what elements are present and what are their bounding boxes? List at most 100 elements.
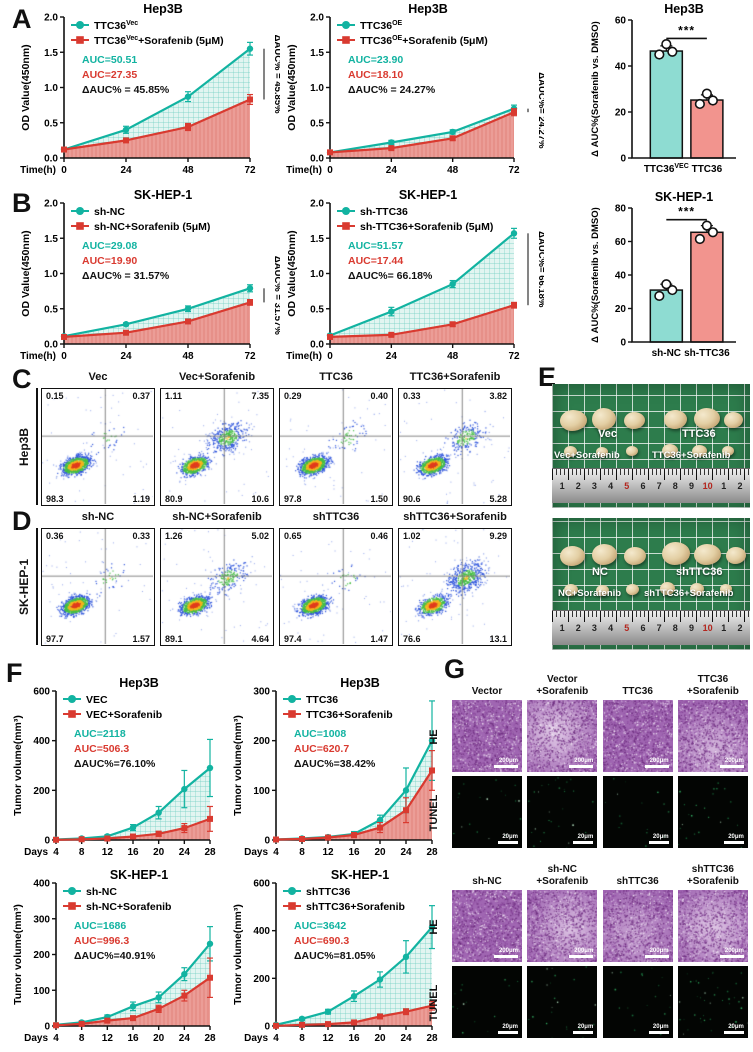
tunel-image: 20μm xyxy=(602,776,673,848)
quadrant-lr-value: 1.47 xyxy=(370,634,388,644)
quadrant-ll-value: 90.6 xyxy=(403,494,421,504)
tumor-specimen xyxy=(660,582,675,595)
svg-text:Time(h): Time(h) xyxy=(20,351,56,362)
tunel-image: 20μm xyxy=(452,966,522,1038)
scale-bar-line xyxy=(644,955,669,958)
histology-column-label: TTC36 +Sorafenib xyxy=(686,674,739,697)
svg-text:0.0: 0.0 xyxy=(44,154,58,165)
tumor-specimen xyxy=(624,412,645,429)
svg-text:28: 28 xyxy=(204,1033,216,1044)
quadrant-ur-value: 7.35 xyxy=(251,391,269,401)
quadrant-ul-value: 0.36 xyxy=(46,531,64,541)
svg-text:100: 100 xyxy=(253,786,270,797)
scale-bar-label: 20μm xyxy=(577,834,594,840)
quadrant-ll-value: 97.8 xyxy=(284,494,302,504)
svg-text:sh-NC: sh-NC xyxy=(94,206,125,218)
histology-column-label: sh-NC +Sorafenib xyxy=(536,864,589,887)
scale-bar: 200μm xyxy=(494,758,518,768)
quadrant-ur-value: 9.29 xyxy=(489,531,507,541)
ruler-number: 1 xyxy=(559,623,565,633)
scale-bar-line xyxy=(498,841,518,844)
tumor-label-nc: NC xyxy=(592,566,608,578)
svg-text:TTC36: TTC36 xyxy=(306,694,338,706)
ruler-number: 2 xyxy=(737,481,743,491)
svg-text:24: 24 xyxy=(179,847,191,858)
scale-bar-line xyxy=(573,841,594,844)
flow-row-axis-c xyxy=(36,388,38,505)
flow-scatter-canvas xyxy=(280,529,391,644)
svg-text:0: 0 xyxy=(44,836,50,847)
ruler-number: 10 xyxy=(702,623,713,633)
svg-text:TTC36OE​: TTC36OE​ xyxy=(360,20,403,32)
he-image: 200μm xyxy=(677,890,748,962)
svg-text:1.5: 1.5 xyxy=(44,234,58,245)
svg-text:AUC=1008: AUC=1008 xyxy=(294,728,346,740)
scale-bar-label: 200μm xyxy=(498,758,518,764)
flow-scatter-canvas xyxy=(280,389,391,504)
panel-f-letter: F xyxy=(6,658,23,688)
panel-d-letter: D xyxy=(12,506,32,536)
svg-text:Days: Days xyxy=(24,847,48,858)
ruler-number: 1 xyxy=(721,481,727,491)
scale-bar-label: 200μm xyxy=(574,758,594,764)
flow-scatter-canvas xyxy=(161,529,272,644)
histology-row-label-he-2: HE xyxy=(428,919,440,935)
tumor-specimen xyxy=(564,446,577,457)
tumor-specimen xyxy=(626,584,639,595)
svg-text:VEC+Sorafenib: VEC+Sorafenib xyxy=(86,709,162,721)
tumor-specimen xyxy=(694,408,720,429)
histology-column-label: shTTC36 xyxy=(616,876,659,887)
tumor-specimen xyxy=(662,444,678,457)
svg-text:ΔAUC% = 45.85%: ΔAUC% = 45.85% xyxy=(82,84,170,96)
tumor-specimen xyxy=(592,408,616,430)
quadrant-lr-value: 1.50 xyxy=(370,494,388,504)
svg-text:4: 4 xyxy=(53,847,59,858)
quadrant-ll-value: 98.3 xyxy=(46,494,64,504)
svg-text:0.0: 0.0 xyxy=(310,340,324,351)
quadrant-lr-value: 10.6 xyxy=(251,494,269,504)
svg-text:SK-HEP-1: SK-HEP-1 xyxy=(655,190,713,204)
svg-text:8: 8 xyxy=(79,847,85,858)
svg-text:24: 24 xyxy=(120,351,132,362)
quadrant-lr-value: 5.28 xyxy=(489,494,507,504)
svg-text:600: 600 xyxy=(33,687,50,698)
svg-text:Hep3B: Hep3B xyxy=(119,676,159,690)
svg-text:0.5: 0.5 xyxy=(44,304,58,315)
tumor-label-ttc36: TTC36 xyxy=(682,428,716,440)
svg-text:AUC=506.3: AUC=506.3 xyxy=(74,743,129,755)
svg-text:600: 600 xyxy=(253,879,270,890)
he-canvas xyxy=(677,700,748,772)
tumor-photo-skhep1: NC shTTC36 NC+Sorafenib shTTC36+Sorafeni… xyxy=(552,518,750,650)
chart-skhep1-shttc36-od: 0.0 0.5 1.0 1.5 2.0 0 24 48 72 Time(h) OD Value(45… xyxy=(284,188,544,370)
svg-text:80: 80 xyxy=(615,204,627,215)
svg-text:16: 16 xyxy=(348,1033,360,1044)
tumor-label-vec: Vec xyxy=(598,428,617,440)
svg-text:12: 12 xyxy=(322,847,334,858)
svg-text:sh-TTC36+Sorafenib (5μM): sh-TTC36+Sorafenib (5μM) xyxy=(360,221,493,233)
ruler-number: 2 xyxy=(575,481,581,491)
he-image: 200μm xyxy=(602,700,673,772)
svg-text:1.0: 1.0 xyxy=(44,269,58,280)
scale-bar-line xyxy=(569,765,594,768)
tunel-image: 20μm xyxy=(677,776,748,848)
quadrant-ll-value: 97.7 xyxy=(46,634,64,644)
svg-text:0.5: 0.5 xyxy=(310,118,324,129)
svg-text:0: 0 xyxy=(61,351,67,362)
svg-text:1.5: 1.5 xyxy=(310,48,324,59)
svg-text:300: 300 xyxy=(253,687,270,698)
tumor-specimen xyxy=(720,584,732,594)
svg-text:12: 12 xyxy=(102,1033,114,1044)
ruler-number: 1 xyxy=(721,623,727,633)
svg-text:Hep3B: Hep3B xyxy=(408,2,448,16)
panel-c-letter: C xyxy=(12,364,32,394)
svg-text:12: 12 xyxy=(322,1033,334,1044)
quadrant-ul-value: 0.65 xyxy=(284,531,302,541)
panel-g-letter: G xyxy=(444,654,466,684)
flow-scatter-plot: 0.36 0.33 97.7 1.57 xyxy=(41,528,155,646)
quadrant-ur-value: 3.82 xyxy=(489,391,507,401)
svg-text:200: 200 xyxy=(33,950,50,961)
scale-bar-line xyxy=(644,765,669,768)
flow-scatter-plot: 1.26 5.02 89.1 4.64 xyxy=(160,528,274,646)
svg-text:0: 0 xyxy=(264,1022,270,1033)
svg-text:ΔAUC%=40.91%: ΔAUC%=40.91% xyxy=(74,950,156,962)
